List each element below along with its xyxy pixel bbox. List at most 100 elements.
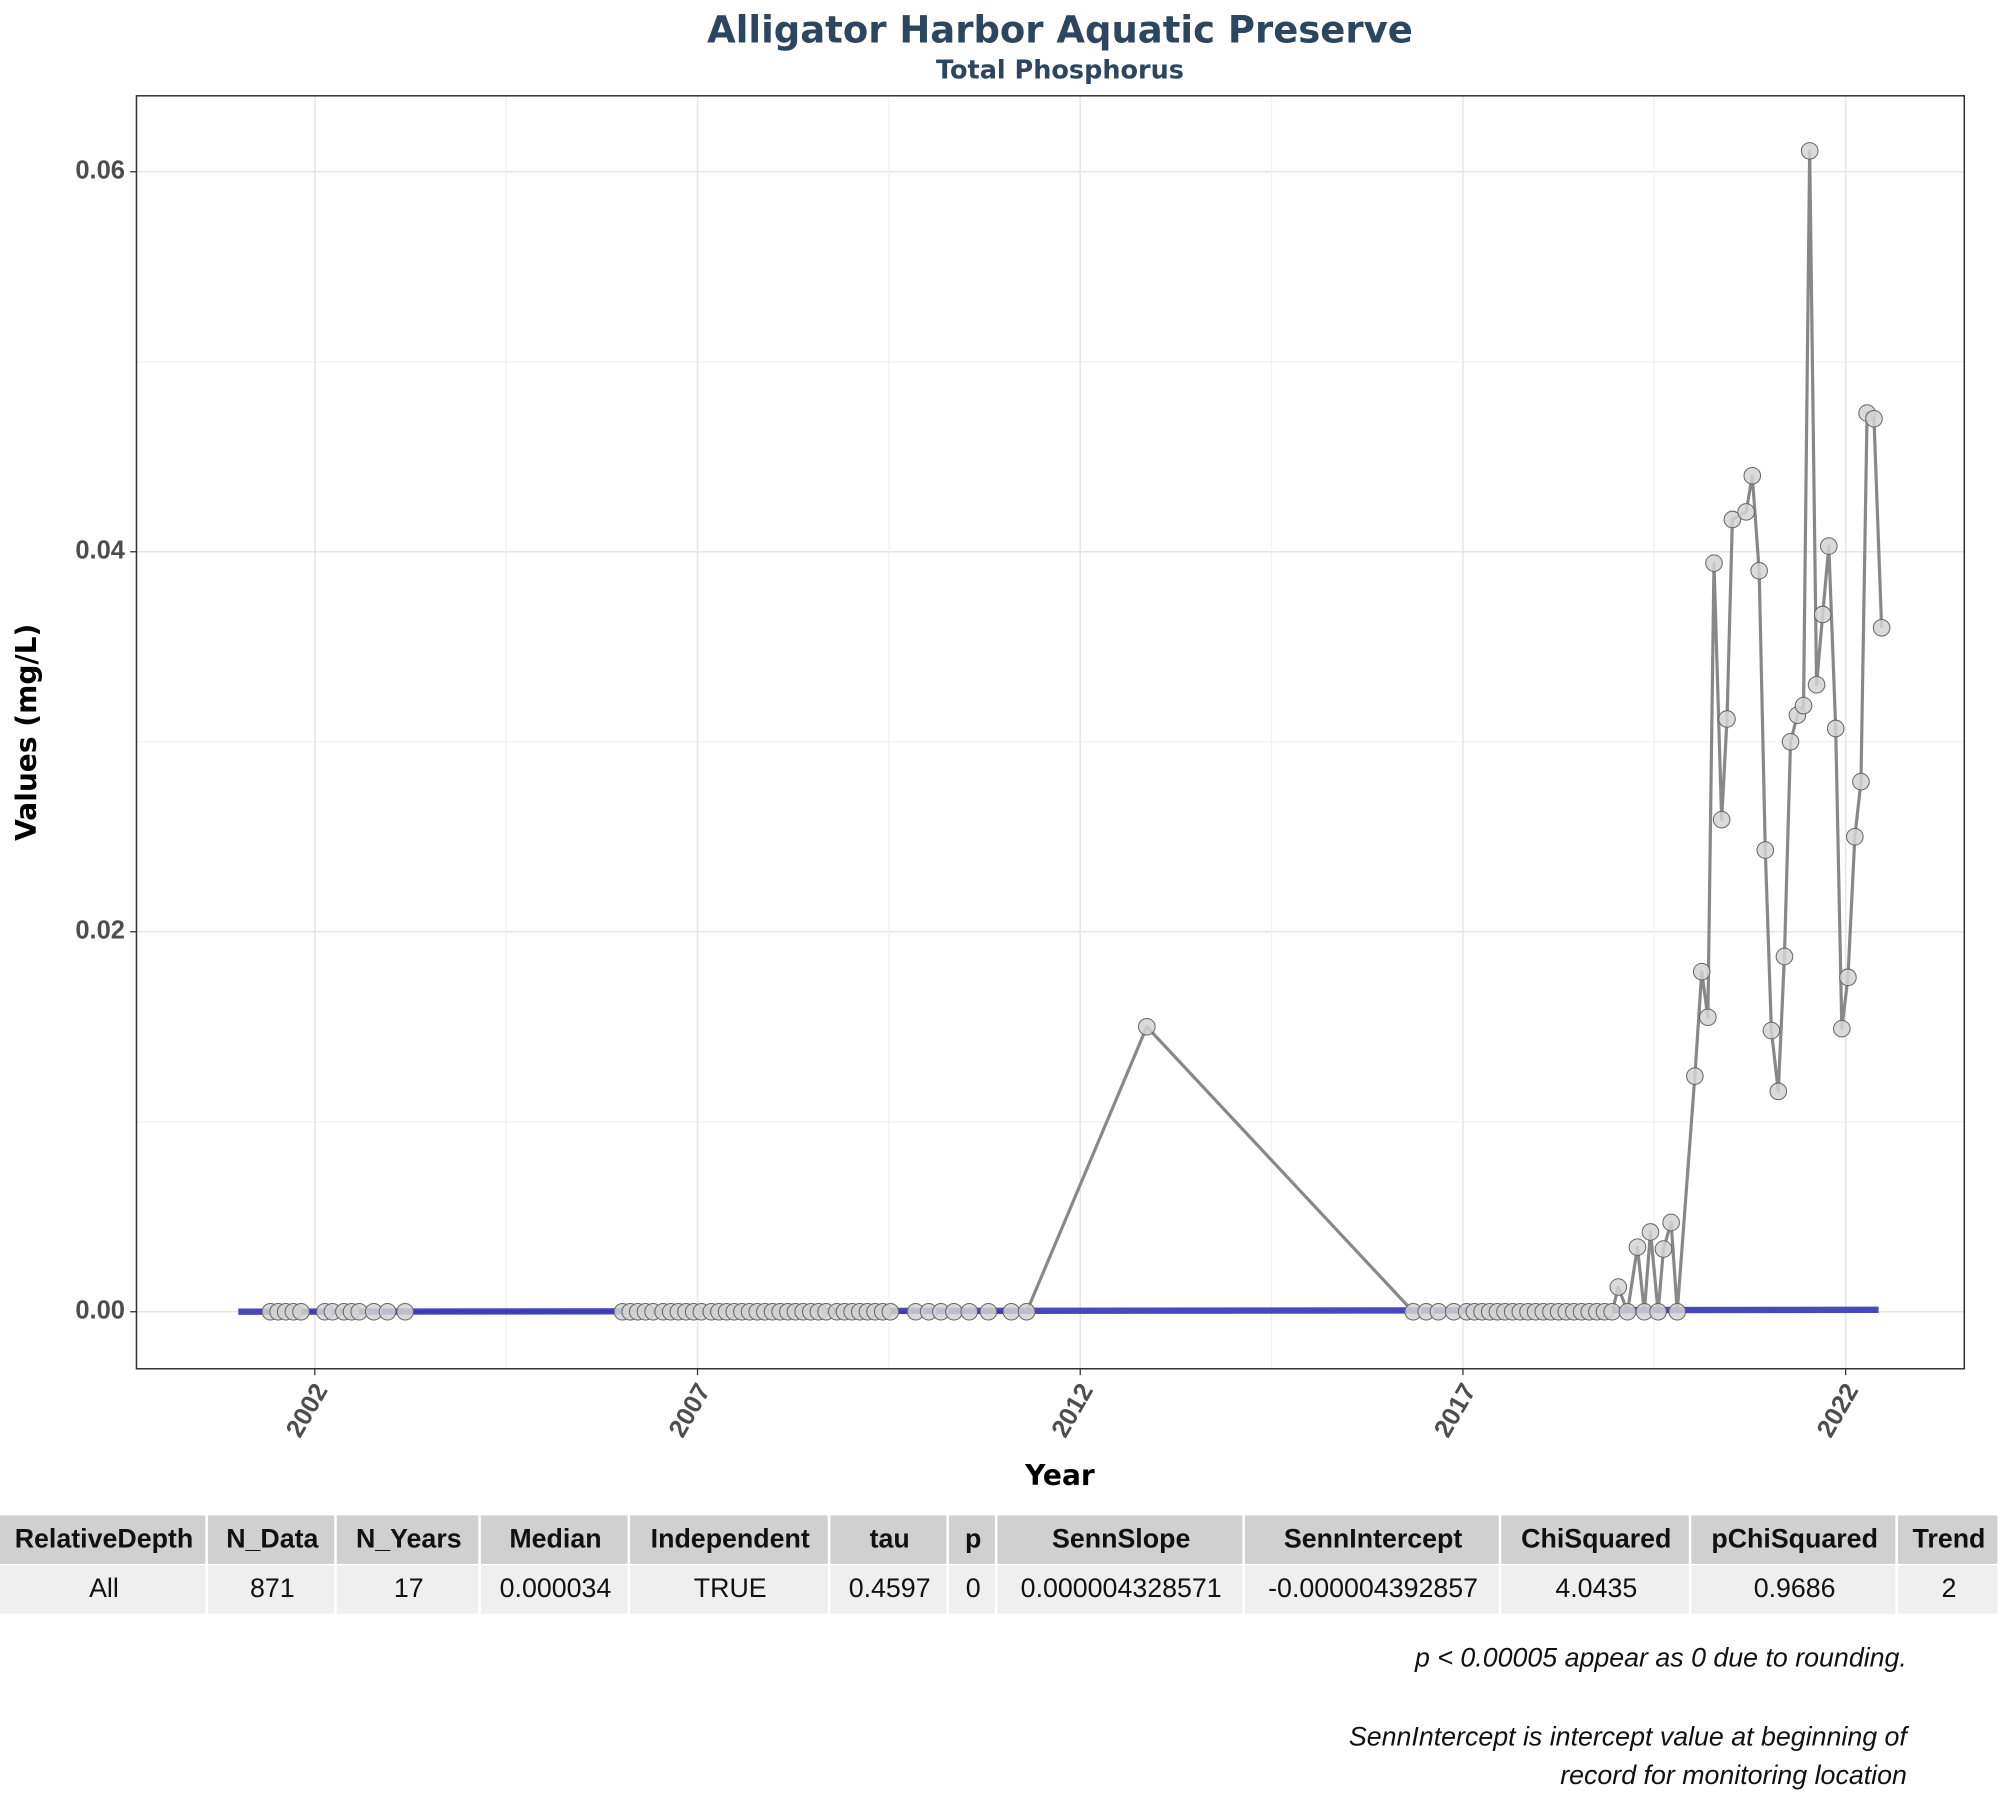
- data-point: [1750, 561, 1768, 580]
- table-value: 871: [250, 1573, 295, 1603]
- table-header-cell: [630, 1515, 828, 1564]
- table-value: 2: [1942, 1573, 1957, 1603]
- data-point: [1654, 1240, 1673, 1258]
- data-point: [979, 1302, 998, 1321]
- table-value: 0.000034: [500, 1573, 612, 1603]
- table-cell: [480, 1565, 628, 1614]
- data-point: [1820, 537, 1838, 555]
- table-value: 0.000004328571: [1021, 1573, 1222, 1603]
- data-point: [1705, 554, 1723, 572]
- data-point: [1668, 1302, 1687, 1321]
- table-header: Independent: [651, 1523, 810, 1553]
- data-point: [1826, 719, 1845, 738]
- table-header-cell: [1244, 1515, 1499, 1564]
- data-point: [1846, 827, 1864, 846]
- table-header-cell: [480, 1515, 628, 1564]
- table-value: 4.0435: [1555, 1573, 1637, 1603]
- data-point: [1692, 962, 1711, 981]
- y-tick-label: 0.02: [75, 916, 125, 944]
- data-point: [1609, 1278, 1628, 1296]
- table-cell: [207, 1565, 335, 1614]
- data-point: [1756, 841, 1775, 859]
- table-header: ChiSquared: [1521, 1523, 1671, 1553]
- data-point: [1737, 503, 1755, 521]
- table-header: Median: [509, 1523, 601, 1553]
- table-header-cell: [1691, 1515, 1896, 1564]
- data-point: [1686, 1067, 1704, 1085]
- table-value: 0: [966, 1573, 981, 1603]
- table-header-cell: [830, 1515, 947, 1564]
- data-point: [945, 1302, 963, 1321]
- data-point: [881, 1302, 900, 1321]
- table-header-cell: [1501, 1515, 1689, 1564]
- table-header: RelativeDepth: [15, 1523, 194, 1553]
- data-point: [1618, 1302, 1637, 1321]
- table-header: N_Years: [356, 1523, 462, 1553]
- table-value: 17: [394, 1573, 424, 1603]
- table-header: pChiSquared: [1711, 1523, 1878, 1553]
- table-cell: [0, 1565, 206, 1614]
- data-point: [1712, 810, 1731, 829]
- data-point: [1852, 772, 1870, 791]
- data-point: [1649, 1302, 1667, 1321]
- data-point: [1807, 675, 1826, 694]
- data-point: [1813, 605, 1832, 624]
- y-tick-label: 0.06: [75, 157, 125, 185]
- data-point: [1699, 1008, 1717, 1027]
- data-point: [1662, 1213, 1680, 1232]
- data-point: [396, 1302, 414, 1321]
- data-point: [1603, 1302, 1621, 1321]
- table-value: All: [89, 1573, 119, 1603]
- y-tick-label: 0.00: [75, 1296, 125, 1324]
- data-point: [1800, 142, 1819, 160]
- table-header-cell: [336, 1515, 479, 1564]
- data-point: [1794, 696, 1813, 715]
- data-point: [1628, 1238, 1647, 1256]
- data-point: [1775, 947, 1794, 966]
- table-header: SennIntercept: [1284, 1523, 1463, 1553]
- plot: [130, 142, 1891, 1376]
- table-cell: [1244, 1565, 1499, 1614]
- chart-title: Alligator Harbor Aquatic Preserve: [707, 9, 1413, 52]
- table-value: 0.4597: [849, 1573, 931, 1603]
- data-point: [378, 1302, 397, 1321]
- table-header-cell: [0, 1515, 206, 1564]
- y-tick-label: 0.04: [75, 537, 125, 565]
- data-point: [1718, 710, 1736, 728]
- chart-subtitle: Total Phosphorus: [936, 56, 1184, 86]
- data-point: [1865, 409, 1883, 428]
- table-cell: [830, 1565, 947, 1614]
- data-point: [1839, 968, 1857, 987]
- table-header: Trend: [1913, 1523, 1986, 1553]
- table-cell: [1501, 1565, 1689, 1614]
- data-point: [1002, 1302, 1021, 1321]
- data-point: [1872, 618, 1891, 637]
- data-point: [1641, 1223, 1660, 1241]
- table-cell: [948, 1565, 995, 1614]
- table-header-cell: [207, 1515, 335, 1564]
- stats-table: RelativeDepth N_Data N_Years Median Independ…: [0, 1515, 1998, 1614]
- table-cell: [630, 1565, 828, 1614]
- data-point: [1017, 1302, 1036, 1321]
- data-point: [1833, 1019, 1851, 1038]
- table-cell: [336, 1565, 479, 1614]
- table-header: tau: [870, 1523, 910, 1553]
- data-point: [1781, 732, 1800, 751]
- footnote: p < 0.00005 appear as 0 due to rounding.: [1414, 1643, 1907, 1673]
- data-point: [1769, 1082, 1788, 1101]
- table-value: TRUE: [694, 1573, 767, 1603]
- data-point: [292, 1302, 310, 1321]
- data-point: [1762, 1021, 1781, 1040]
- x-axis-title: Year: [1024, 1459, 1095, 1492]
- table-header: p: [965, 1523, 981, 1553]
- table-cell: [1691, 1565, 1896, 1614]
- y-axis-title: Values (mg/L): [10, 624, 43, 841]
- data-point: [1429, 1302, 1448, 1321]
- data-point: [1723, 510, 1742, 529]
- notes: p < 0.00005 appear as 0 due to rounding.…: [1349, 1643, 1910, 1790]
- table-header-cell: [1897, 1515, 1998, 1564]
- footnote: record for monitoring location: [1560, 1760, 1907, 1790]
- table-cell: [997, 1565, 1243, 1614]
